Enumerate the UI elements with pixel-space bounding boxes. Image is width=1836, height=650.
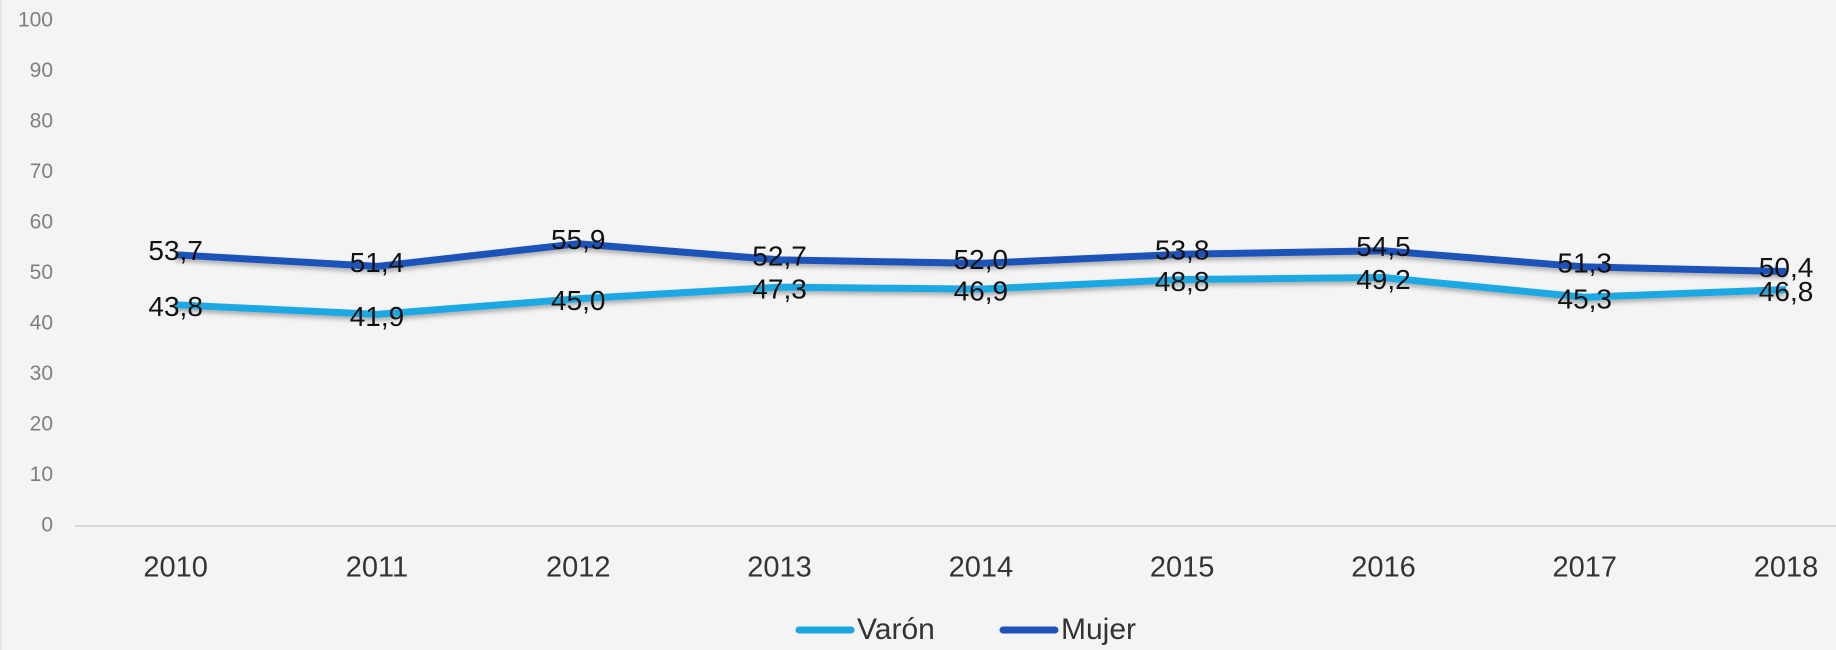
x-tick-label: 2015 <box>1150 552 1215 584</box>
y-tick-label: 80 <box>30 110 53 133</box>
y-tick-label: 0 <box>41 514 53 537</box>
x-tick-label: 2012 <box>546 552 611 584</box>
x-tick-label: 2010 <box>143 552 208 584</box>
data-label: 51,3 <box>1558 247 1613 278</box>
series-line <box>175 240 1787 275</box>
x-tick-label: 2011 <box>346 552 408 584</box>
y-tick-label: 20 <box>30 413 53 436</box>
data-label: 54,5 <box>1356 231 1411 262</box>
y-tick-label: 10 <box>30 463 53 486</box>
data-label: 51,4 <box>350 247 405 278</box>
data-label: 48,8 <box>1155 266 1210 297</box>
legend-label: Varón <box>857 613 935 646</box>
x-tick-label: 2016 <box>1351 552 1416 584</box>
y-tick-label: 30 <box>30 362 53 385</box>
y-tick-label: 60 <box>30 211 53 234</box>
legend-label: Mujer <box>1061 613 1136 646</box>
data-label: 46,9 <box>954 276 1009 307</box>
y-tick-label: 90 <box>30 59 53 82</box>
x-tick-label: 2018 <box>1754 552 1819 584</box>
data-label: 53,8 <box>1155 235 1210 266</box>
data-label: 53,7 <box>148 235 203 266</box>
data-label: 45,0 <box>551 285 606 316</box>
y-tick-label: 100 <box>18 9 53 32</box>
data-label: 47,3 <box>752 274 807 305</box>
data-label: 52,0 <box>954 244 1009 275</box>
x-tick-label: 2013 <box>747 552 812 584</box>
data-label: 55,9 <box>551 224 606 255</box>
data-label: 45,3 <box>1558 284 1613 315</box>
data-label: 41,9 <box>350 301 405 332</box>
data-label: 52,7 <box>752 240 807 271</box>
data-label: 43,8 <box>148 291 203 322</box>
data-label: 50,4 <box>1759 252 1814 283</box>
y-tick-label: 50 <box>30 261 53 284</box>
series-line <box>175 274 1787 318</box>
data-label: 46,8 <box>1759 276 1814 307</box>
y-tick-label: 40 <box>30 312 53 335</box>
y-tick-label: 70 <box>30 160 53 183</box>
x-tick-label: 2017 <box>1552 552 1617 584</box>
x-tick-label: 2014 <box>949 552 1014 584</box>
data-label: 49,2 <box>1356 264 1411 295</box>
